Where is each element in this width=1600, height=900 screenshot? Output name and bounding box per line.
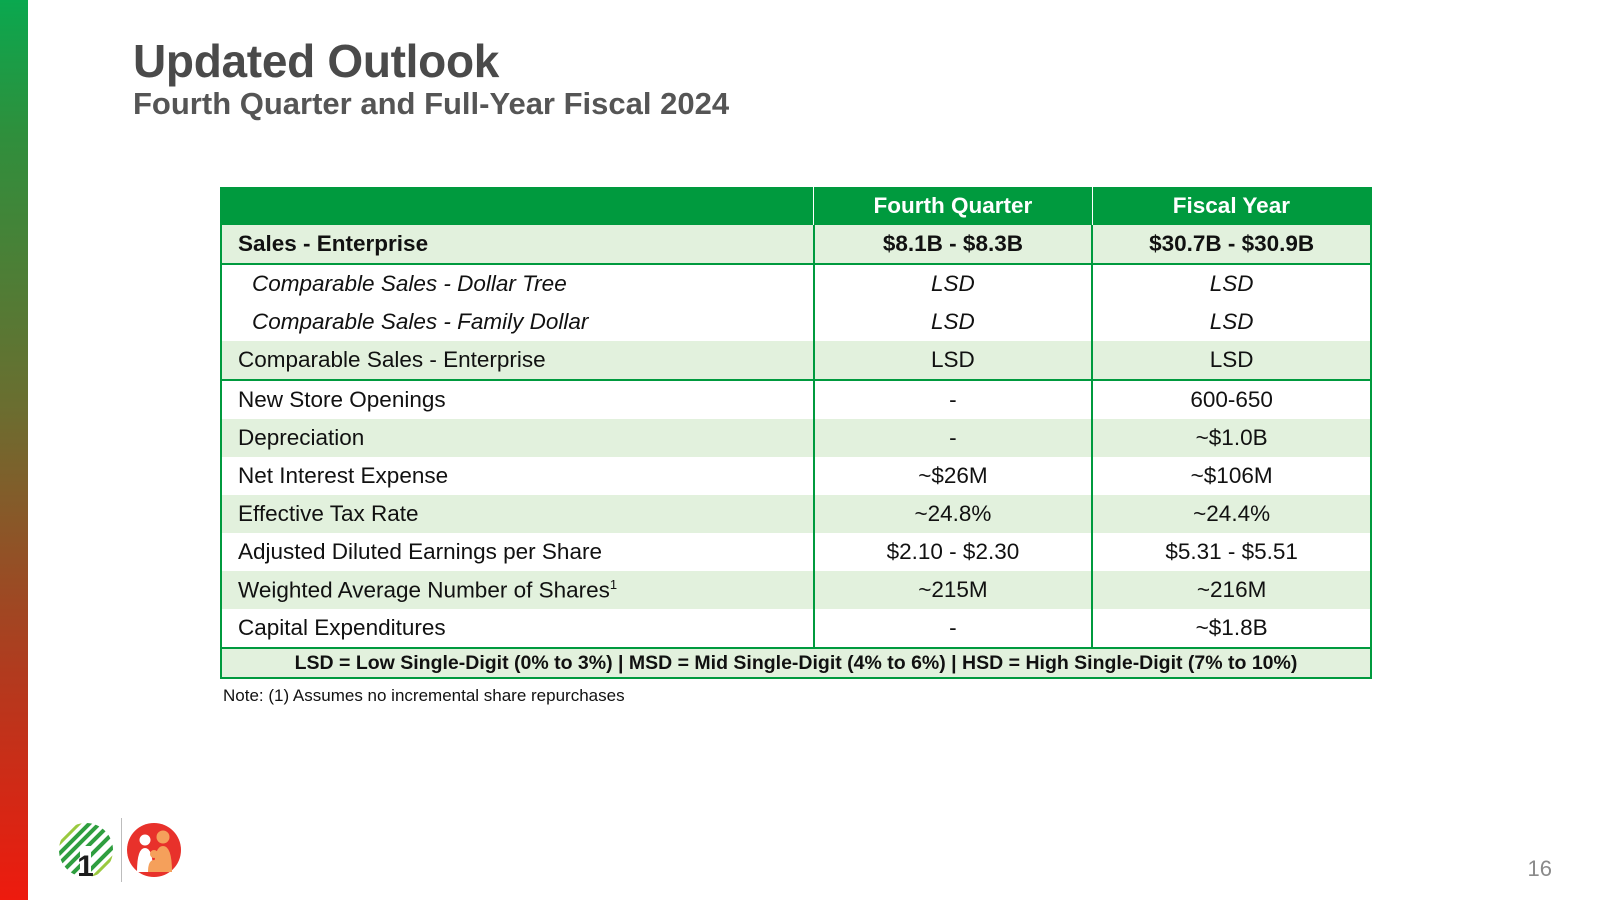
footnote-marker: 1 xyxy=(609,576,618,592)
footnote: Note: (1) Assumes no incremental share r… xyxy=(223,686,625,705)
fiscal-year-value: LSD xyxy=(1091,303,1372,341)
svg-text:1: 1 xyxy=(77,850,94,882)
row-label: Comparable Sales - Enterprise xyxy=(220,341,815,381)
header-fourth-quarter: Fourth Quarter xyxy=(813,187,1093,225)
table-row: Depreciation - ~$1.0B xyxy=(220,419,1372,457)
fourth-quarter-value: ~$26M xyxy=(812,457,1094,495)
header-fiscal-year: Fiscal Year xyxy=(1091,187,1372,225)
row-label: Net Interest Expense xyxy=(220,457,815,495)
brand-logos: 1 xyxy=(58,818,188,884)
dollar-tree-logo-icon: 1 xyxy=(59,823,113,882)
fiscal-year-value: ~$106M xyxy=(1091,457,1372,495)
table-row: Capital Expenditures - ~$1.8B xyxy=(220,609,1372,648)
fiscal-year-value: ~$1.0B xyxy=(1091,419,1372,457)
header-label-column xyxy=(220,187,815,225)
fiscal-year-value: LSD xyxy=(1091,264,1372,303)
row-label: Adjusted Diluted Earnings per Share xyxy=(220,533,815,571)
table-row: Comparable Sales - Family Dollar LSD LSD xyxy=(220,303,1372,341)
fiscal-year-value: LSD xyxy=(1091,341,1372,381)
fiscal-year-value: $30.7B - $30.9B xyxy=(1091,225,1372,265)
fiscal-year-value: ~24.4% xyxy=(1091,495,1372,533)
table-header-row: Fourth Quarter Fiscal Year xyxy=(220,187,1372,225)
fourth-quarter-value: LSD xyxy=(812,341,1094,381)
fourth-quarter-value: $8.1B - $8.3B xyxy=(812,225,1094,265)
fiscal-year-value: ~$1.8B xyxy=(1091,609,1372,648)
logo-divider xyxy=(121,818,122,882)
fiscal-year-value: ~216M xyxy=(1091,571,1372,609)
outlook-table: Fourth Quarter Fiscal Year Sales - Enter… xyxy=(220,187,1372,679)
table-row: New Store Openings - 600-650 xyxy=(220,380,1372,419)
table-row: Adjusted Diluted Earnings per Share $2.1… xyxy=(220,533,1372,571)
page-title: Updated Outlook xyxy=(133,35,500,87)
table-row: Sales - Enterprise $8.1B - $8.3B $30.7B … xyxy=(220,225,1372,265)
table-row: Comparable Sales - Enterprise LSD LSD xyxy=(220,341,1372,381)
family-dollar-logo-icon xyxy=(127,823,181,877)
fourth-quarter-value: - xyxy=(812,609,1094,648)
page-number: 16 xyxy=(1527,856,1552,881)
fourth-quarter-value: LSD xyxy=(812,303,1094,341)
row-label: Effective Tax Rate xyxy=(220,495,815,533)
page-subtitle: Fourth Quarter and Full-Year Fiscal 2024 xyxy=(133,86,730,121)
row-label: New Store Openings xyxy=(220,380,815,419)
fourth-quarter-value: $2.10 - $2.30 xyxy=(812,533,1094,571)
row-label: Comparable Sales - Dollar Tree xyxy=(220,264,815,303)
fourth-quarter-value: ~24.8% xyxy=(812,495,1094,533)
fourth-quarter-value: - xyxy=(812,380,1094,419)
table-row: Comparable Sales - Dollar Tree LSD LSD xyxy=(220,264,1372,303)
row-label: Weighted Average Number of Shares1 xyxy=(220,571,815,609)
legend-text: LSD = Low Single-Digit (0% to 3%) | MSD … xyxy=(220,647,1372,679)
row-label: Capital Expenditures xyxy=(220,609,815,648)
fourth-quarter-value: LSD xyxy=(812,264,1094,303)
legend-row: LSD = Low Single-Digit (0% to 3%) | MSD … xyxy=(220,647,1372,679)
fiscal-year-value: $5.31 - $5.51 xyxy=(1091,533,1372,571)
row-label: Depreciation xyxy=(220,419,815,457)
side-accent-bar xyxy=(0,0,28,900)
table-row: Weighted Average Number of Shares1 ~215M… xyxy=(220,571,1372,609)
row-label: Sales - Enterprise xyxy=(220,225,815,265)
row-label-text: Weighted Average Number of Shares xyxy=(238,577,610,603)
fiscal-year-value: 600-650 xyxy=(1091,380,1372,419)
table-row: Effective Tax Rate ~24.8% ~24.4% xyxy=(220,495,1372,533)
fourth-quarter-value: - xyxy=(812,419,1094,457)
table-row: Net Interest Expense ~$26M ~$106M xyxy=(220,457,1372,495)
row-label: Comparable Sales - Family Dollar xyxy=(220,303,815,341)
fourth-quarter-value: ~215M xyxy=(812,571,1094,609)
